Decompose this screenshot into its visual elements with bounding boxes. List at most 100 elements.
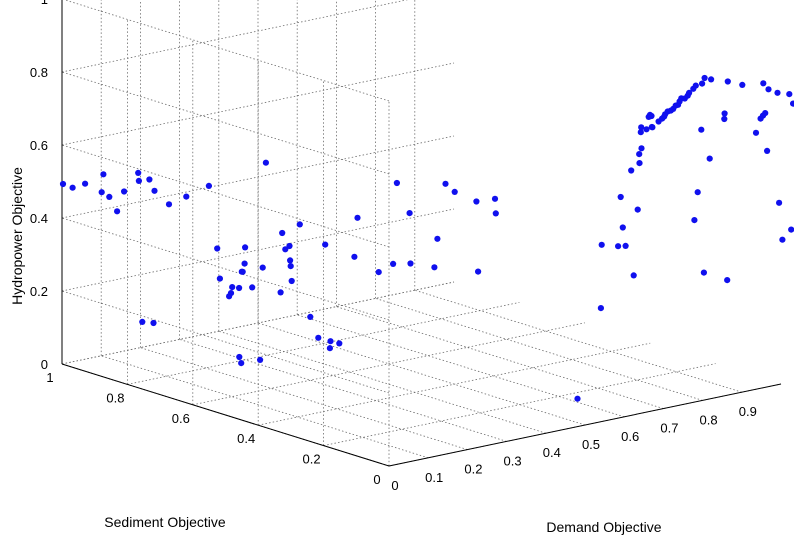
data-point (249, 284, 256, 291)
data-point (82, 180, 89, 187)
data-point (473, 198, 480, 205)
y-tick-label: 1 (46, 370, 53, 385)
data-point (786, 91, 793, 98)
data-point (598, 241, 605, 248)
data-point (242, 244, 249, 251)
data-point (354, 214, 361, 221)
data-point (59, 180, 67, 188)
y-axis-line (61, 363, 390, 467)
wall-gridline (61, 144, 390, 248)
data-point (287, 263, 294, 270)
wall-gridline (61, 281, 455, 365)
data-point (724, 277, 731, 284)
data-point (236, 284, 243, 292)
data-point (574, 395, 581, 402)
data-point (760, 80, 767, 87)
floor-gridline (414, 289, 742, 393)
wall-gridline (61, 0, 409, 73)
wall-gridline (61, 135, 455, 219)
data-point (636, 151, 643, 158)
data-point (708, 76, 715, 83)
data-point (637, 129, 644, 136)
data-point (183, 193, 190, 200)
data-point (622, 242, 629, 249)
data-point (100, 171, 107, 178)
data-point (649, 124, 656, 131)
data-point (214, 245, 221, 252)
data-point (282, 246, 289, 253)
data-point (764, 147, 771, 154)
data-point (739, 81, 746, 88)
data-point (619, 224, 626, 231)
y-tick-label: 0.4 (237, 431, 255, 446)
data-point (288, 277, 295, 285)
wall-gridline (61, 208, 455, 292)
data-point (236, 353, 243, 361)
data-point (634, 206, 641, 213)
data-point (165, 201, 173, 208)
floor-gridline (140, 347, 468, 450)
data-point (643, 126, 650, 133)
data-point (257, 356, 264, 363)
data-point (277, 289, 284, 296)
x-axis-line (388, 383, 782, 467)
x-tick-label: 0.2 (464, 462, 482, 477)
data-point (286, 242, 293, 250)
z-tick-label: 0.2 (30, 284, 48, 299)
data-point (762, 110, 769, 117)
data-point (259, 264, 266, 271)
data-point (227, 290, 235, 297)
data-point (724, 78, 731, 85)
data-point (216, 275, 223, 282)
data-point (296, 221, 303, 228)
data-point (617, 193, 624, 201)
data-point (114, 208, 121, 215)
data-point (431, 264, 438, 271)
data-point (774, 89, 781, 96)
data-point (491, 195, 499, 202)
data-point (706, 155, 713, 162)
data-point (229, 284, 236, 291)
y-tick-label: 0.6 (172, 411, 190, 426)
data-point (406, 210, 413, 217)
data-point (279, 229, 286, 237)
data-point (776, 199, 783, 206)
tick-labels: 0 0.1 0.2 0.3 0.4 0.5 0.6 0.7 0.8 0.9 0 0.2 0.4 0.6 0.… (30, 0, 757, 493)
data-point (146, 176, 153, 183)
data-point (615, 243, 622, 250)
wall-gridline (61, 62, 455, 146)
data-point (700, 269, 708, 276)
data-point (434, 235, 441, 242)
data-point (752, 129, 760, 136)
floor-gridline (257, 322, 586, 426)
data-point (205, 182, 212, 189)
x-tick-label: 0.5 (582, 437, 600, 452)
data-point (638, 124, 645, 131)
z-tick-label: 0.4 (30, 211, 48, 226)
data-point (475, 268, 482, 275)
data-point (407, 260, 414, 267)
data-point (315, 334, 322, 341)
data-point (262, 159, 269, 166)
data-point (694, 189, 701, 196)
data-point (150, 319, 157, 327)
data-point (121, 188, 128, 195)
data-point (492, 210, 499, 217)
data-point (393, 179, 400, 187)
data-point (390, 260, 397, 267)
data-point (721, 110, 728, 117)
z-axis-label: Hydropower Objective (9, 167, 25, 305)
x-tick-label: 0 (391, 478, 398, 493)
x-tick-label: 0.1 (425, 470, 443, 485)
grid-layer (61, 0, 782, 467)
z-tick-label: 0 (41, 357, 48, 372)
data-point (351, 253, 358, 260)
data-point (238, 360, 245, 367)
y-tick-label: 0 (373, 472, 380, 487)
data-point (757, 115, 764, 122)
floor-gridline (375, 298, 703, 401)
z-tick-label: 0.6 (30, 138, 48, 153)
floor-gridline (323, 363, 716, 446)
wall-gridline (61, 71, 390, 175)
x-tick-label: 0.3 (504, 453, 522, 468)
